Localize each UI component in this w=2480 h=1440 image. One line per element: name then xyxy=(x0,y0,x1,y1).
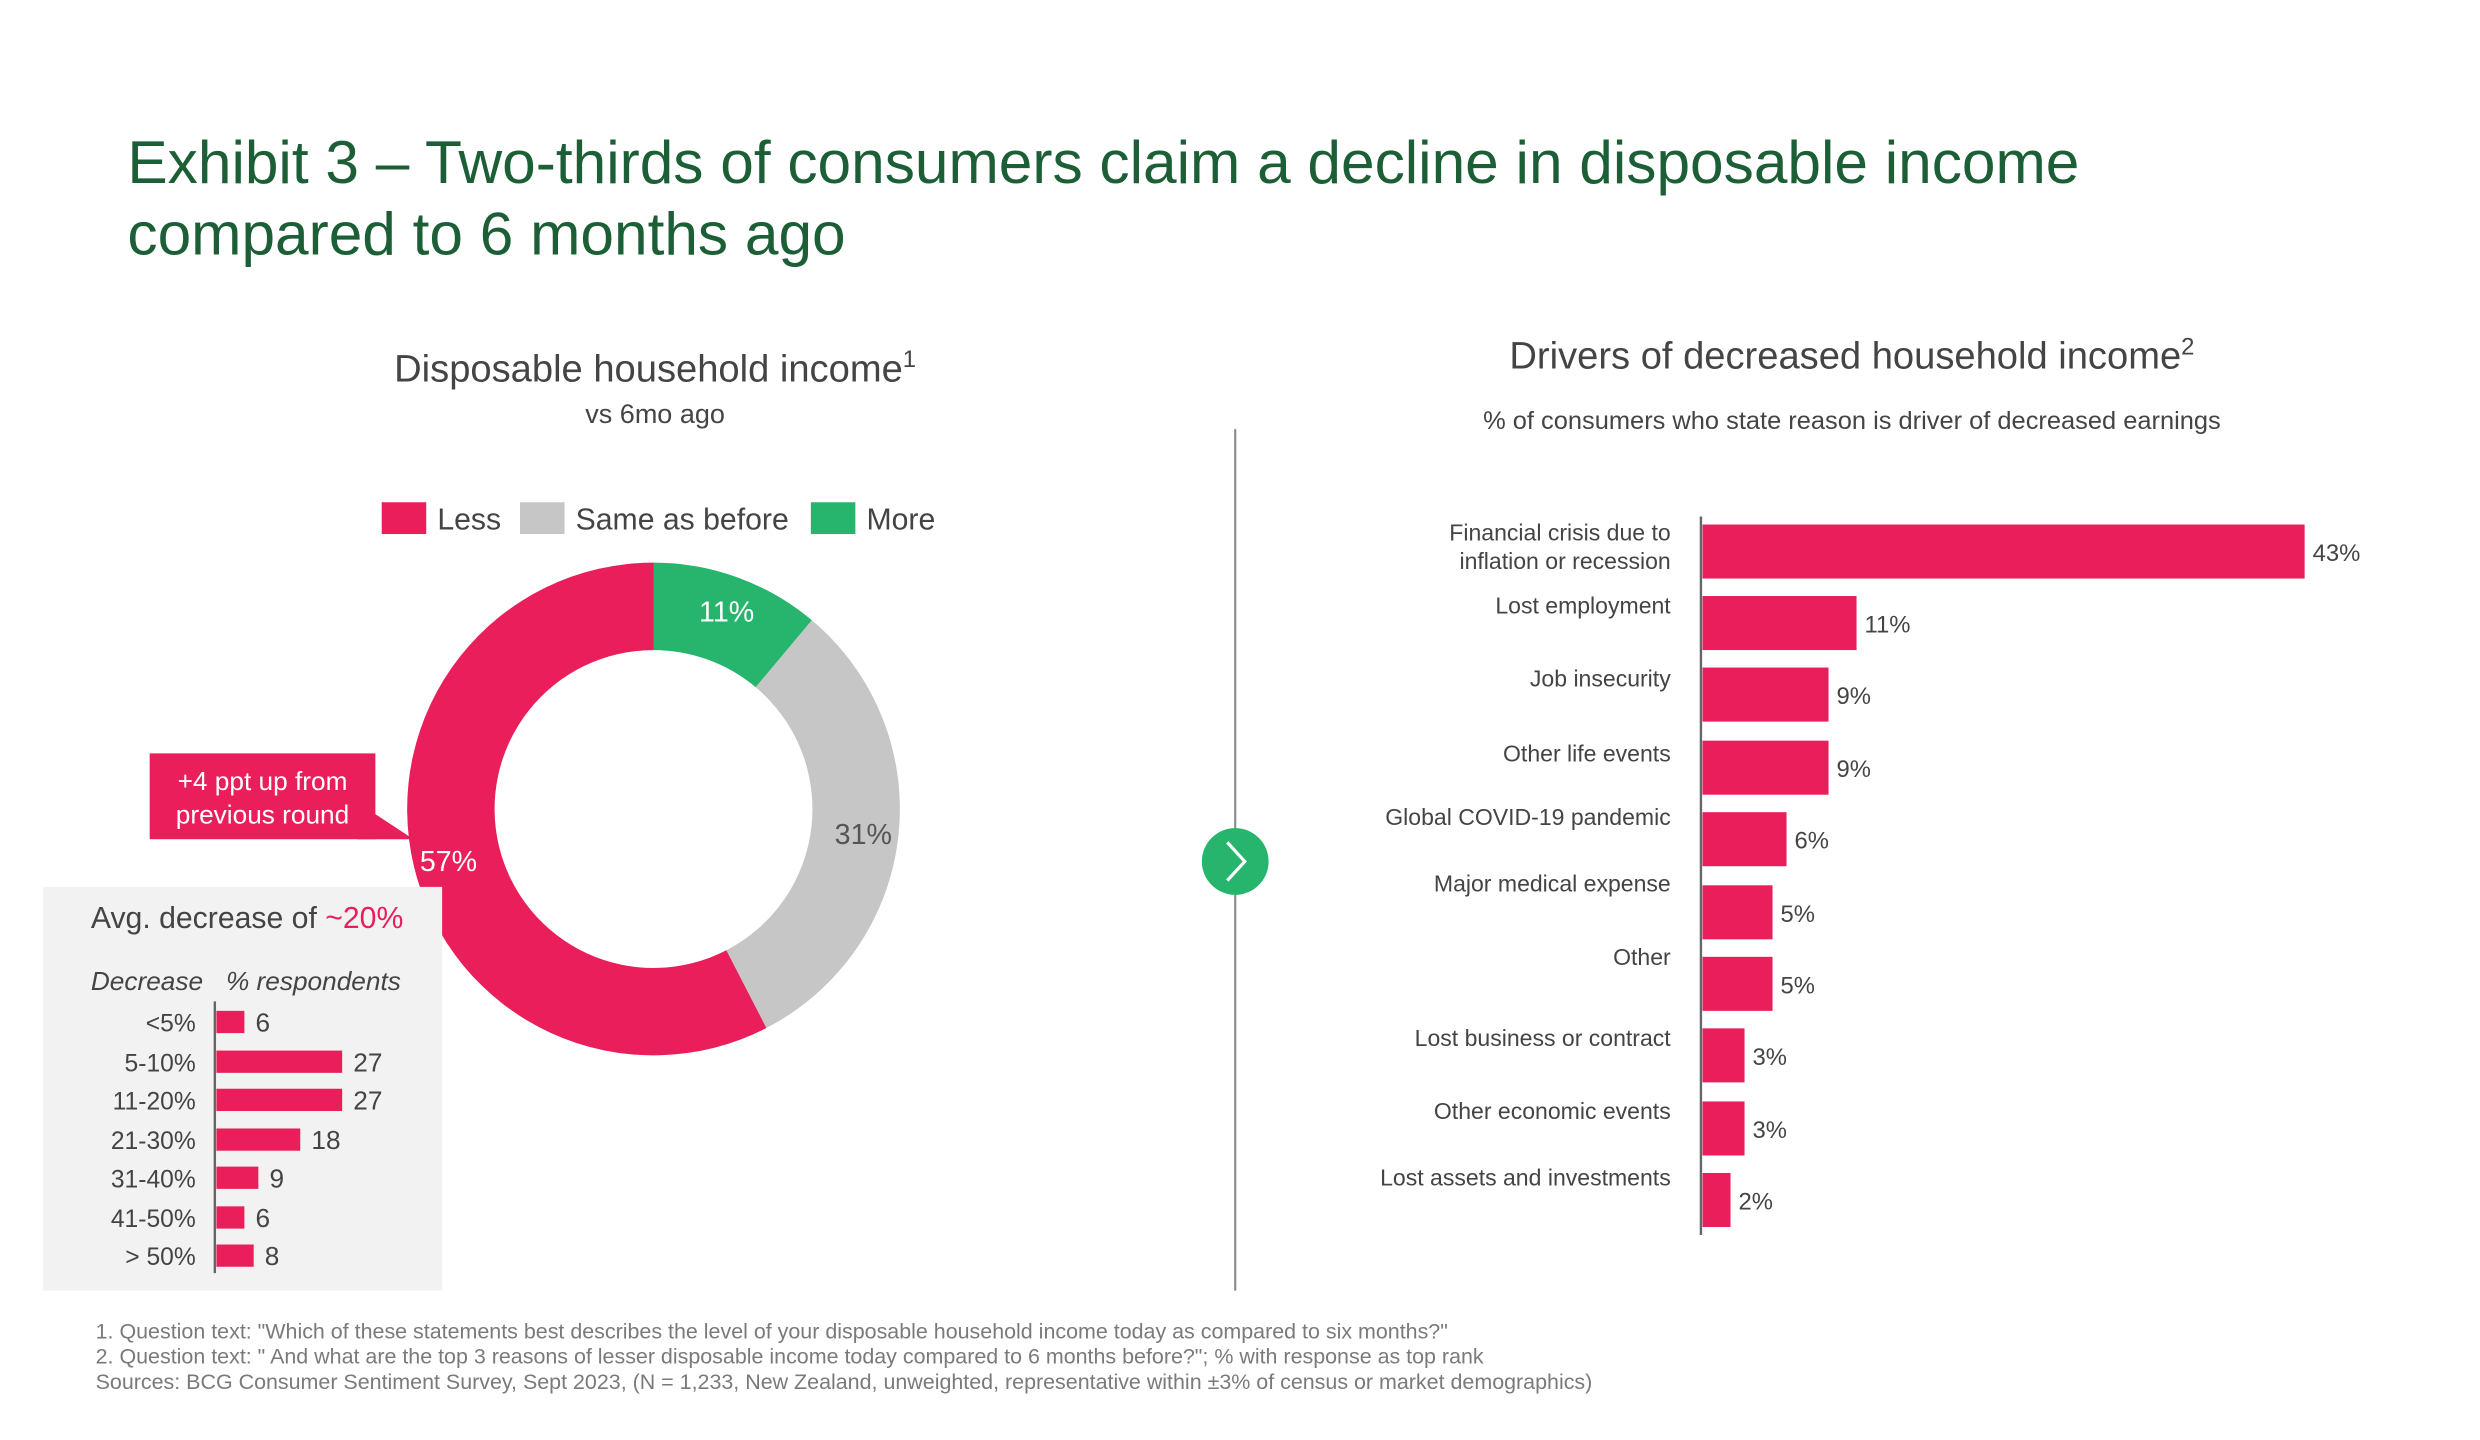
decrease-bar xyxy=(216,1128,301,1151)
donut-slice-same-as-before xyxy=(726,620,900,1028)
donut-subtitle: vs 6mo ago xyxy=(585,399,725,429)
donut-chart: 11% 31% 57% xyxy=(407,562,900,1056)
annotation-callout: +4 ppt up from previous round xyxy=(149,753,414,840)
decrease-bar xyxy=(216,1088,343,1111)
decrease-value: 27 xyxy=(353,1047,382,1077)
driver-bar xyxy=(1702,812,1787,867)
decrease-bars: <5% 6 5-10% 27 11-20% 27 21-30% 18 31-40% 9 41-50%… xyxy=(111,1008,383,1272)
chevron-right-icon xyxy=(1226,841,1247,882)
legend-swatch-more xyxy=(810,502,856,535)
divider-chevron-button[interactable] xyxy=(1201,828,1269,895)
decrease-bar xyxy=(216,1010,245,1034)
driver-bar xyxy=(1702,667,1829,722)
footnote-sources: Sources: BCG Consumer Sentiment Survey, … xyxy=(96,1370,1593,1394)
driver-bar xyxy=(1702,596,1857,651)
driver-value: 9% xyxy=(1836,683,1870,710)
decrease-category: 21-30% xyxy=(111,1128,196,1155)
decrease-value: 6 xyxy=(255,1203,270,1233)
driver-category: Lost business or contract xyxy=(1415,1025,1672,1051)
avg-decrease-panel: Avg. decrease of ~20% Decrease % respond… xyxy=(43,886,443,1291)
legend-label-same: Same as before xyxy=(576,503,789,536)
title-line-1: Exhibit 3 – Two-thirds of consumers clai… xyxy=(127,128,2079,196)
driver-category: Lost assets and investments xyxy=(1380,1165,1671,1191)
donut-slice-more xyxy=(653,562,812,688)
panel-header-decrease: Decrease xyxy=(91,966,203,996)
decrease-bar xyxy=(216,1166,259,1189)
drivers-title: Drivers of decreased household income2 xyxy=(1509,333,2194,377)
chevron-circle xyxy=(1201,828,1269,895)
decrease-category: > 50% xyxy=(125,1244,196,1271)
drivers-bars: Financial crisis due to inflation or rece… xyxy=(1380,519,2361,1228)
decrease-value: 8 xyxy=(265,1241,280,1271)
donut-title: Disposable household income1 xyxy=(394,346,916,390)
driver-category: Financial crisis due to xyxy=(1449,519,1670,545)
driver-category: Lost employment xyxy=(1495,593,1671,619)
driver-bar xyxy=(1702,740,1829,795)
legend-swatch-less xyxy=(381,502,427,535)
driver-category: Global COVID-19 pandemic xyxy=(1385,804,1670,830)
title-line-2: compared to 6 months ago xyxy=(127,199,845,267)
driver-bar xyxy=(1702,1101,1745,1156)
driver-value: 5% xyxy=(1780,972,1814,999)
panel-header-respondents: % respondents xyxy=(226,966,401,996)
driver-bar xyxy=(1702,1028,1745,1083)
driver-value: 9% xyxy=(1836,756,1870,783)
donut-label: 31% xyxy=(835,819,892,851)
decrease-bar xyxy=(216,1206,245,1229)
callout-text-2: previous round xyxy=(176,799,349,829)
callout-box xyxy=(149,753,376,840)
driver-bar xyxy=(1702,956,1773,1011)
decrease-value: 6 xyxy=(255,1008,270,1038)
driver-category: Major medical expense xyxy=(1434,871,1671,897)
driver-value: 3% xyxy=(1752,1117,1786,1144)
donut-label: 11% xyxy=(699,596,754,628)
decrease-value: 18 xyxy=(311,1125,340,1155)
drivers-subtitle: % of consumers who state reason is drive… xyxy=(1483,407,2221,435)
decrease-category: 41-50% xyxy=(111,1206,196,1233)
driver-category: Other xyxy=(1613,944,1671,970)
legend: Less Same as before More xyxy=(381,502,935,536)
decrease-category: 31-40% xyxy=(111,1166,196,1193)
driver-value: 3% xyxy=(1752,1044,1786,1071)
driver-category: Job insecurity xyxy=(1530,666,1671,692)
panel-title: Avg. decrease of ~20% xyxy=(91,902,403,935)
driver-value: 11% xyxy=(1864,612,1910,639)
driver-value: 6% xyxy=(1794,828,1828,855)
decrease-bar xyxy=(216,1244,254,1267)
driver-bar xyxy=(1702,524,2305,579)
decrease-category: 5-10% xyxy=(125,1050,196,1077)
driver-value: 2% xyxy=(1738,1189,1772,1216)
driver-value: 43% xyxy=(2313,540,2361,567)
driver-bar xyxy=(1702,1172,1731,1228)
decrease-category: 11-20% xyxy=(113,1088,196,1115)
legend-label-more: More xyxy=(866,503,935,536)
decrease-bar xyxy=(216,1050,343,1073)
driver-value: 5% xyxy=(1780,901,1814,928)
callout-text-1: +4 ppt up from xyxy=(178,766,348,796)
donut-label: 57% xyxy=(420,846,477,878)
decrease-category: <5% xyxy=(146,1011,196,1038)
driver-category: Other life events xyxy=(1503,740,1671,766)
footnote-1: 1. Question text: "Which of these statem… xyxy=(96,1319,1448,1343)
decrease-value: 27 xyxy=(353,1085,382,1115)
driver-category: Other economic events xyxy=(1434,1098,1671,1124)
decrease-value: 9 xyxy=(269,1163,284,1193)
donut-slice-less xyxy=(407,562,767,1056)
legend-swatch-same xyxy=(520,502,565,535)
footnote-2: 2. Question text: " And what are the top… xyxy=(96,1345,1484,1369)
driver-bar xyxy=(1702,885,1773,940)
legend-label-less: Less xyxy=(437,503,501,536)
driver-category: inflation or recession xyxy=(1459,548,1670,574)
